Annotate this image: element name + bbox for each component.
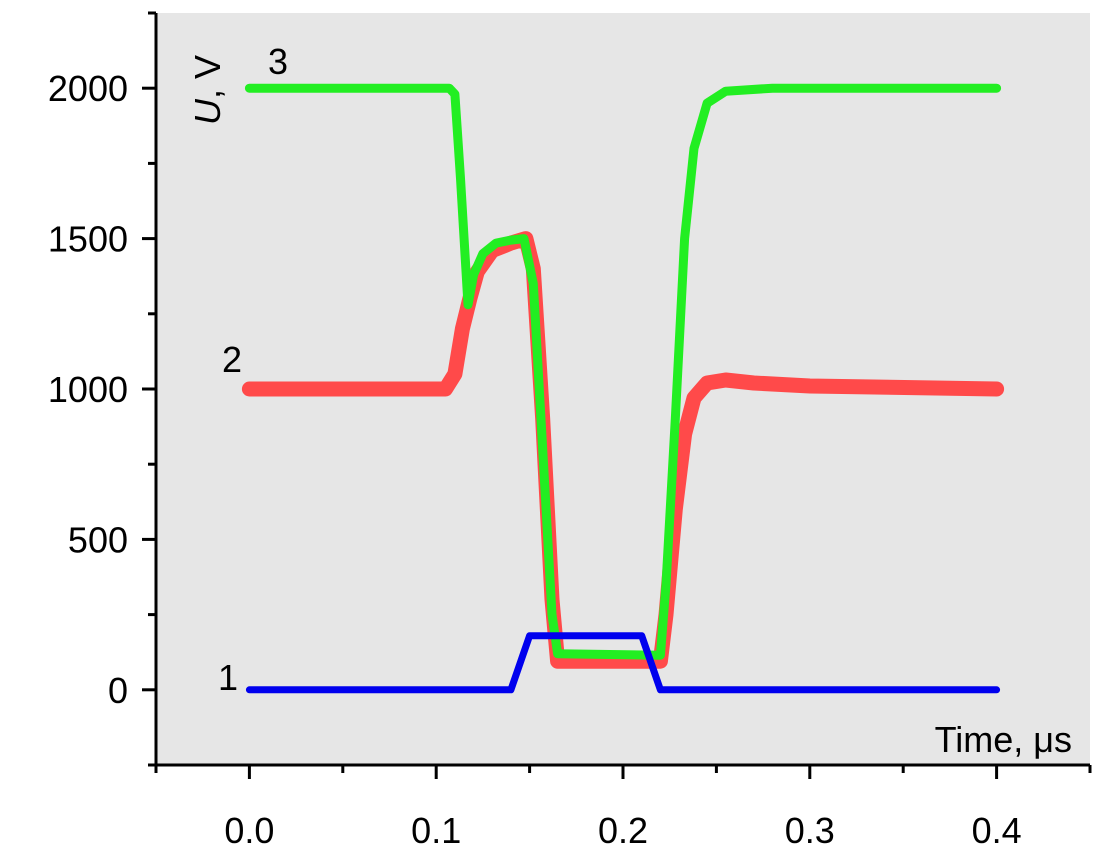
x-tick-label: 0.3 xyxy=(785,810,835,851)
series-line-1 xyxy=(245,632,1001,694)
series-layer xyxy=(241,83,1005,694)
y-tick-label: 1000 xyxy=(48,369,128,410)
y-tick-label: 0 xyxy=(108,670,128,711)
label-layer: 0.0 0.1 0.2 0.3 0.4 0 500 1000 1500 2000 1 2 3 xyxy=(48,41,1022,851)
x-tick-label: 0.0 xyxy=(224,810,274,851)
x-tick-label: 0.4 xyxy=(972,810,1022,851)
x-axis-title: Time, μs xyxy=(935,719,1072,760)
y-axis-title-symbol: U xyxy=(187,98,228,125)
series-line-3 xyxy=(244,83,1002,660)
x-tick-label: 0.1 xyxy=(411,810,461,851)
axis-layer xyxy=(142,11,1092,779)
x-tick-label: 0.2 xyxy=(598,810,648,851)
y-tick-label: 2000 xyxy=(48,68,128,109)
y-tick-label: 500 xyxy=(68,519,128,560)
curve-label-3: 3 xyxy=(268,41,288,82)
curve-label-2: 2 xyxy=(222,339,242,380)
y-axis-title-unit: , V xyxy=(187,55,228,99)
y-tick-label: 1500 xyxy=(48,219,128,260)
curve-label-1: 1 xyxy=(218,657,238,698)
y-axis-title: U, V xyxy=(187,55,228,125)
